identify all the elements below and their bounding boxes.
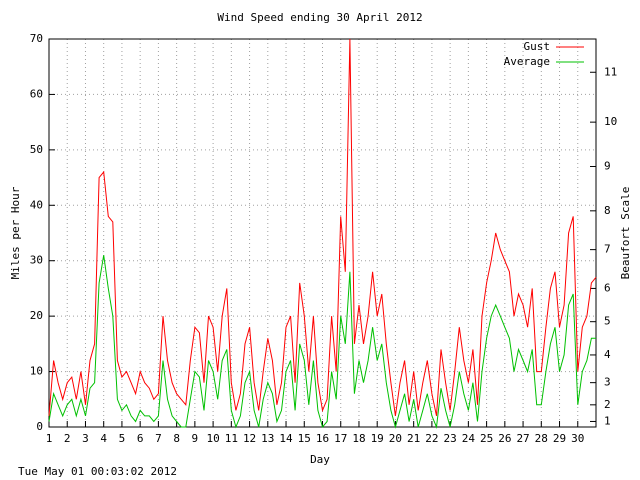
- x-tick-label: 12: [243, 432, 256, 445]
- x-tick-label: 6: [137, 432, 144, 445]
- data-line: [48, 255, 596, 429]
- x-tick-label: 3: [82, 432, 89, 445]
- x-tick-label: 29: [553, 432, 566, 445]
- x-tick-label: 30: [571, 432, 584, 445]
- x-tick-label: 11: [225, 432, 238, 445]
- x-tick-label: 20: [389, 432, 402, 445]
- y-tick-label: 10: [30, 365, 43, 378]
- x-tick-label: 16: [316, 432, 329, 445]
- y2-tick-label: 11: [604, 65, 617, 78]
- y2-tick-label: 1: [604, 414, 611, 427]
- chart-title: Wind Speed ending 30 April 2012: [217, 11, 422, 24]
- y2-tick-label: 3: [604, 376, 611, 389]
- y-tick-label: 40: [30, 198, 43, 211]
- x-axis-label: Day: [310, 453, 330, 466]
- x-tick-label: 10: [206, 432, 219, 445]
- x-tick-label: 22: [425, 432, 438, 445]
- y-tick-label: 70: [30, 32, 43, 45]
- x-tick-label: 14: [279, 432, 293, 445]
- x-tick-label: 4: [100, 432, 107, 445]
- x-tick-label: 1: [46, 432, 53, 445]
- x-tick-label: 8: [173, 432, 180, 445]
- y2-tick-label: 7: [604, 243, 611, 256]
- x-tick-label: 27: [516, 432, 529, 445]
- x-tick-label: 18: [352, 432, 365, 445]
- x-tick-label: 23: [444, 432, 457, 445]
- x-tick-label: 21: [407, 432, 420, 445]
- y2-axis-label: Beaufort Scale: [619, 187, 632, 280]
- y2-tick-label: 2: [604, 398, 611, 411]
- x-tick-label: 7: [155, 432, 162, 445]
- y2-tick-label: 8: [604, 204, 611, 217]
- footer: Tue May 01 00:03:02 2012: [18, 465, 177, 478]
- y-tick-label: 60: [30, 87, 43, 100]
- legend-label: Gust: [524, 40, 551, 53]
- y-tick-label: 20: [30, 309, 43, 322]
- y-tick-label: 50: [30, 143, 43, 156]
- y2-tick-label: 6: [604, 281, 611, 294]
- x-tick-label: 15: [298, 432, 311, 445]
- y-tick-label: 0: [36, 420, 43, 433]
- y2-tick-label: 9: [604, 159, 611, 172]
- y2-tick-label: 5: [604, 315, 611, 328]
- x-tick-label: 19: [371, 432, 384, 445]
- x-tick-label: 25: [480, 432, 493, 445]
- x-tick-label: 28: [535, 432, 548, 445]
- x-tick-label: 5: [119, 432, 126, 445]
- y-axis-label: Miles per Hour: [9, 186, 22, 279]
- x-tick-label: 26: [498, 432, 511, 445]
- y2-tick-label: 10: [604, 115, 617, 128]
- x-tick-label: 24: [462, 432, 476, 445]
- x-tick-label: 9: [192, 432, 199, 445]
- legend-label: Average: [504, 55, 550, 68]
- x-tick-label: 17: [334, 432, 347, 445]
- x-tick-label: 13: [261, 432, 274, 445]
- data-line: [48, 38, 597, 417]
- x-tick-label: 2: [64, 432, 71, 445]
- y-tick-label: 30: [30, 254, 43, 267]
- y2-tick-label: 4: [604, 348, 611, 361]
